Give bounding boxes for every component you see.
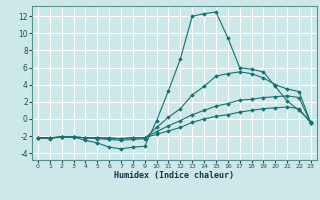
X-axis label: Humidex (Indice chaleur): Humidex (Indice chaleur): [115, 171, 234, 180]
